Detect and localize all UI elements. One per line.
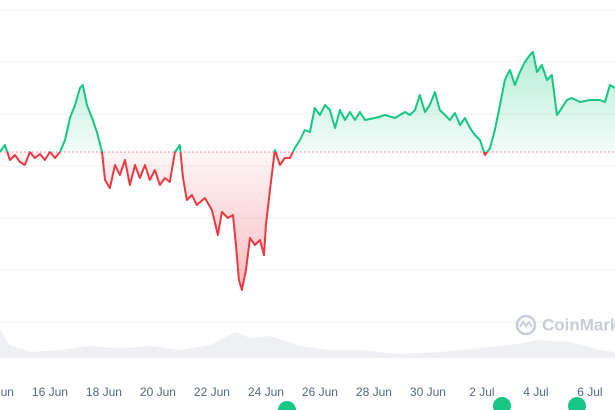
x-axis: 14 Jun 16 Jun 18 Jun 20 Jun 22 Jun 24 Jun 26 J… — [0, 385, 603, 399]
plot — [0, 51, 615, 291]
x-tick-label: 28 Jun — [356, 385, 392, 399]
x-tick-label: 16 Jun — [32, 385, 68, 399]
price-line — [0, 51, 615, 291]
watermark-logo — [515, 314, 537, 336]
x-tick-label: 18 Jun — [86, 385, 122, 399]
event-markers — [278, 397, 586, 410]
x-tick-label: 14 Jun — [0, 385, 14, 399]
x-tick-label: 2 Jul — [469, 385, 494, 399]
x-tick-label: 26 Jun — [302, 385, 338, 399]
grid — [0, 9, 615, 323]
price-area — [0, 52, 615, 290]
x-tick-label: 30 Jun — [410, 385, 446, 399]
x-tick-label: 24 Jun — [248, 385, 284, 399]
x-tick-label: 22 Jun — [194, 385, 230, 399]
x-tick-label: 20 Jun — [140, 385, 176, 399]
x-tick-label: 4 Jul — [523, 385, 548, 399]
x-tick-label: 6 Jul — [577, 385, 602, 399]
volume-area — [0, 330, 615, 358]
watermark: CoinMarketCap — [542, 315, 615, 334]
